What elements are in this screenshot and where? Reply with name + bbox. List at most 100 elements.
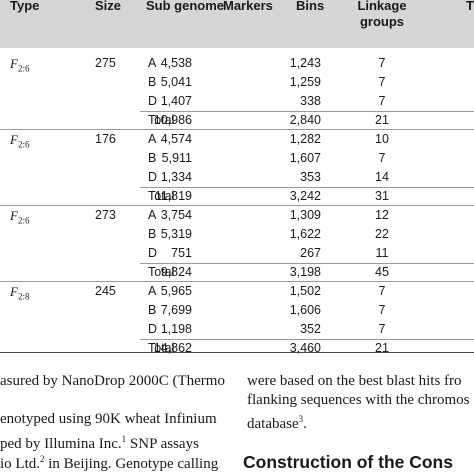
cell-bins: 3,460 [289,341,321,355]
cell-size: 176 [95,132,116,146]
cell-linkage-groups: 31 [375,189,389,203]
cell-sub-genome: A [148,132,157,146]
cell-linkage-groups: 10 [375,132,389,146]
cell-markers: 5,965 [160,284,192,298]
cell-sub-genome: B [148,151,157,165]
cell-bins: 353 [300,170,321,184]
cell-linkage-groups: 22 [375,227,389,241]
cell-markers: 5,319 [160,227,192,241]
cell-bins: 1,259 [289,75,321,89]
cell-linkage-groups: 7 [378,75,386,89]
cell-sub-genome: B [148,227,157,241]
header-truncated: T [466,0,474,13]
cell-sub-genome: D [148,94,158,108]
left-text-line-2: enotyped using 90K wheat Infinium [0,411,217,427]
group-rule [0,129,474,130]
table-row: B 7,699 1,606 7 [0,301,474,320]
table-row: Total 10,986 2,840 21 [0,111,474,130]
cell-markers: 1,198 [160,322,192,336]
cell-sub-genome: A [148,284,157,298]
right-text-line-2: flanking sequences with the chromos [247,392,470,408]
cell-bins: 1,282 [289,132,321,146]
cell-sub-genome: Total [148,265,175,279]
cell-markers: 7,699 [160,303,192,317]
cell-markers: 9,824 [160,265,192,279]
cell-linkage-groups: 7 [378,303,386,317]
table-row: D 1,407 338 7 [0,92,474,111]
cell-sub-genome: Total [148,113,175,127]
cell-linkage-groups: 21 [375,113,389,127]
cell-bins: 2,840 [289,113,321,127]
cell-sub-genome: B [148,303,157,317]
cell-bins: 1,607 [289,151,321,165]
table-row: D 751 267 11 [0,244,474,263]
table-row: B 5,911 1,607 7 [0,149,474,168]
left-text-line-3: ped by Illumina Inc.1 SNP assays [0,434,199,452]
cell-linkage-groups: 7 [378,151,386,165]
cell-bins: 3,198 [289,265,321,279]
total-rule [140,111,474,112]
cell-size: 245 [95,284,116,298]
cell-markers: 5,041 [160,75,192,89]
header-markers: Markers [223,0,273,13]
cell-linkage-groups: 7 [378,56,386,70]
cell-markers: 5,911 [161,151,192,165]
table-row: B 5,319 1,622 22 [0,225,474,244]
table-row: F2:8 245 A 5,965 1,502 7 [0,282,474,302]
cell-sub-genome: A [148,208,157,222]
header-bins: Bins [296,0,325,13]
cell-markers: 10,986 [153,113,192,127]
cell-type: F2:6 [10,132,30,150]
cell-sub-genome: Total [148,341,175,355]
cell-linkage-groups: 14 [375,170,389,184]
table-row: F2:6 176 A 4,574 1,282 10 [0,130,474,150]
cell-sub-genome: D [148,246,158,260]
cell-markers: 1,334 [160,170,192,184]
cell-sub-genome: B [148,75,157,89]
table-row: F2:6 275 A 4,538 1,243 7 [0,54,474,74]
cell-markers: 14,862 [153,341,192,355]
table-row: Total 9,824 3,198 45 [0,263,474,282]
total-rule [140,263,474,264]
table-row: D 1,198 352 7 [0,320,474,339]
cell-linkage-groups: 21 [375,341,389,355]
cell-bins: 3,242 [289,189,321,203]
section-heading: Construction of the Cons [243,452,453,472]
cell-linkage-groups: 7 [378,94,386,108]
group-rule [0,281,474,282]
cell-linkage-groups: 7 [378,322,386,336]
table-bottom-rule [0,352,474,353]
cell-bins: 338 [300,94,321,108]
table-row: D 1,334 353 14 [0,168,474,187]
header-type: Type [10,0,40,13]
cell-sub-genome: A [148,56,157,70]
left-text-line-1: asured by NanoDrop 2000C (Thermo [0,373,225,389]
header-sub-genome: Sub genome [146,0,225,13]
cell-markers: 1,407 [160,94,192,108]
header-size: Size [95,0,122,13]
cell-type: F2:6 [10,56,30,74]
cell-bins: 1,243 [289,56,321,70]
cell-bins: 1,622 [289,227,321,241]
cell-markers: 4,538 [160,56,192,70]
group-rule [0,205,474,206]
cell-markers: 11,819 [154,189,192,203]
cell-markers: 4,574 [160,132,192,146]
cell-bins: 1,502 [289,284,321,298]
cell-size: 273 [95,208,116,222]
cell-sub-genome: D [148,322,158,336]
left-text-line-4: io Ltd.2 in Beijing. Genotype calling [0,454,219,472]
cell-size: 275 [95,56,116,70]
table-header: Type Size Sub genome Markers Bins Linkag… [0,0,474,48]
cell-type: F2:6 [10,208,30,226]
cell-linkage-groups: 45 [375,265,389,279]
header-linkage-groups: Linkage groups [357,0,407,29]
cell-bins: 1,606 [289,303,321,317]
cell-bins: 352 [300,322,321,336]
cell-bins: 267 [300,246,321,260]
total-rule [140,339,474,340]
cell-bins: 1,309 [289,208,321,222]
right-text-line-1: were based on the best blast hits fro [247,373,462,389]
total-rule [140,187,474,188]
table-row: F2:6 273 A 3,754 1,309 12 [0,206,474,226]
